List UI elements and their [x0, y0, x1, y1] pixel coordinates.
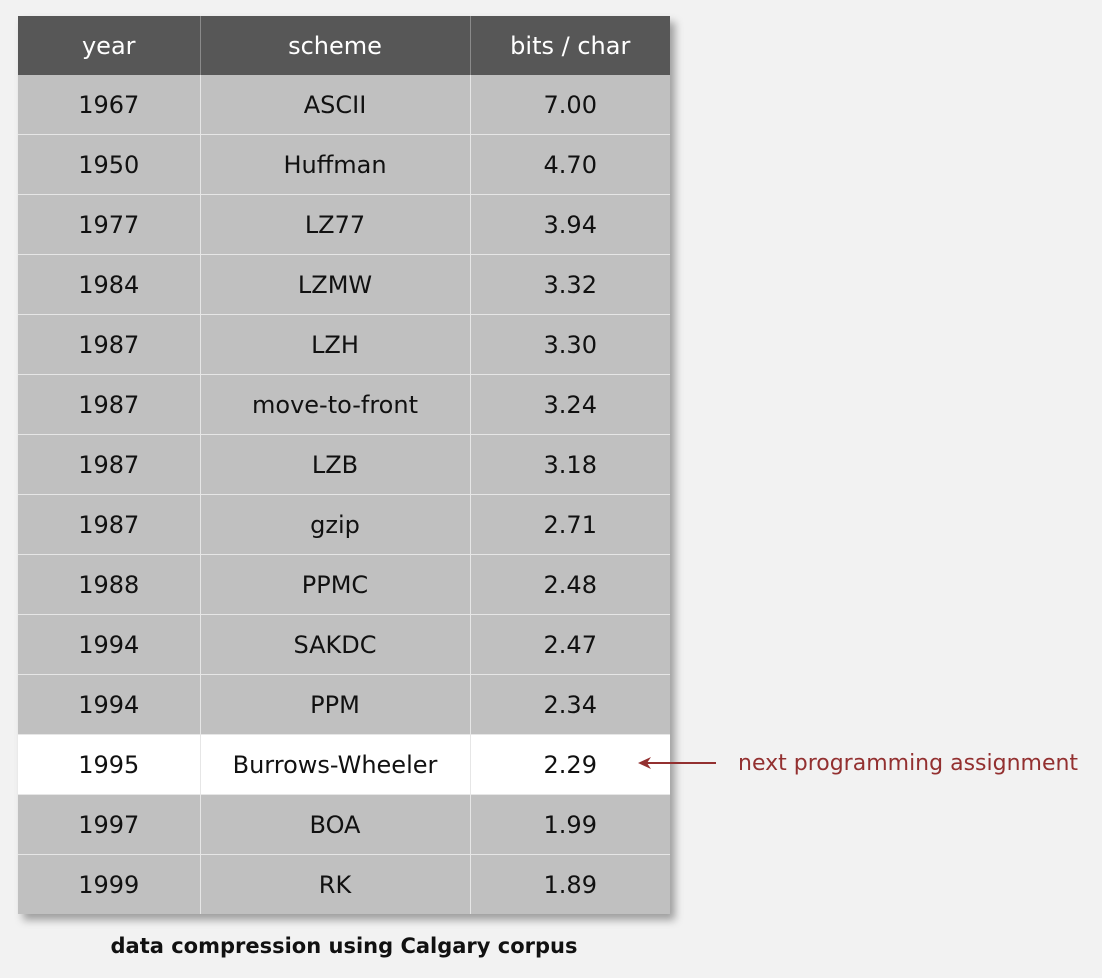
year-cell: 1987 [18, 434, 201, 495]
table-row: 1994 SAKDC 2.47 [18, 614, 670, 675]
year-cell: 1967 [18, 75, 201, 135]
left-arrow-icon [638, 757, 716, 769]
table-row: 1994 PPM 2.34 [18, 674, 670, 735]
bits-per-char-cell: 1.99 [470, 794, 670, 855]
scheme-cell: move-to-front [200, 374, 471, 435]
bits-per-char-cell: 3.18 [470, 434, 670, 495]
year-cell: 1994 [18, 674, 201, 735]
year-cell: 1950 [18, 134, 201, 195]
bits-per-char-cell: 7.00 [470, 75, 670, 135]
column-header-bits-per-char: bits / char [470, 16, 670, 75]
table-row: 1987 LZH 3.30 [18, 314, 670, 375]
bits-per-char-cell: 2.47 [470, 614, 670, 675]
table-row: 1987 move-to-front 3.24 [18, 374, 670, 435]
bits-per-char-cell: 3.24 [470, 374, 670, 435]
column-header-year: year [18, 16, 201, 75]
scheme-cell: PPMC [200, 554, 471, 615]
bits-per-char-cell: 2.29 [470, 734, 670, 795]
scheme-cell: BOA [200, 794, 471, 855]
bits-per-char-cell: 4.70 [470, 134, 670, 195]
scheme-cell: LZMW [200, 254, 471, 315]
bits-per-char-cell: 2.71 [470, 494, 670, 555]
bits-per-char-cell: 3.94 [470, 194, 670, 255]
table-row: 1977 LZ77 3.94 [18, 194, 670, 255]
table-row: 1997 BOA 1.99 [18, 794, 670, 855]
year-cell: 1994 [18, 614, 201, 675]
table-caption: data compression using Calgary corpus [110, 934, 578, 958]
table-row: 1967 ASCII 7.00 [18, 75, 670, 135]
table-row: 1987 LZB 3.18 [18, 434, 670, 495]
scheme-cell: RK [200, 854, 471, 914]
table-row: 1987 gzip 2.71 [18, 494, 670, 555]
bits-per-char-cell: 1.89 [470, 854, 670, 914]
scheme-cell: LZB [200, 434, 471, 495]
bits-per-char-cell: 3.30 [470, 314, 670, 375]
year-cell: 1984 [18, 254, 201, 315]
bits-per-char-cell: 2.48 [470, 554, 670, 615]
year-cell: 1987 [18, 494, 201, 555]
table-row: 1984 LZMW 3.32 [18, 254, 670, 315]
year-cell: 1987 [18, 374, 201, 435]
bits-per-char-cell: 3.32 [470, 254, 670, 315]
scheme-cell: ASCII [200, 75, 471, 135]
scheme-cell: gzip [200, 494, 471, 555]
table-row: 1999 RK 1.89 [18, 854, 670, 914]
year-cell: 1995 [18, 734, 201, 795]
scheme-cell: PPM [200, 674, 471, 735]
compression-table-container: year scheme bits / char 1967 ASCII 7.00 195… [18, 16, 670, 914]
year-cell: 1999 [18, 854, 201, 914]
compression-table: year scheme bits / char 1967 ASCII 7.00 195… [18, 16, 670, 914]
table-row: 1995 Burrows-Wheeler 2.29 [18, 734, 670, 795]
scheme-cell: LZ77 [200, 194, 471, 255]
table-header-row: year scheme bits / char [18, 16, 670, 75]
year-cell: 1988 [18, 554, 201, 615]
column-header-scheme: scheme [200, 16, 471, 75]
scheme-cell: Burrows-Wheeler [200, 734, 471, 795]
scheme-cell: Huffman [200, 134, 471, 195]
table-row: 1988 PPMC 2.48 [18, 554, 670, 615]
scheme-cell: LZH [200, 314, 471, 375]
year-cell: 1997 [18, 794, 201, 855]
table-row: 1950 Huffman 4.70 [18, 134, 670, 195]
scheme-cell: SAKDC [200, 614, 471, 675]
year-cell: 1987 [18, 314, 201, 375]
annotation: next programming assignment [636, 746, 1078, 780]
year-cell: 1977 [18, 194, 201, 255]
annotation-label: next programming assignment [738, 750, 1079, 776]
bits-per-char-cell: 2.34 [470, 674, 670, 735]
